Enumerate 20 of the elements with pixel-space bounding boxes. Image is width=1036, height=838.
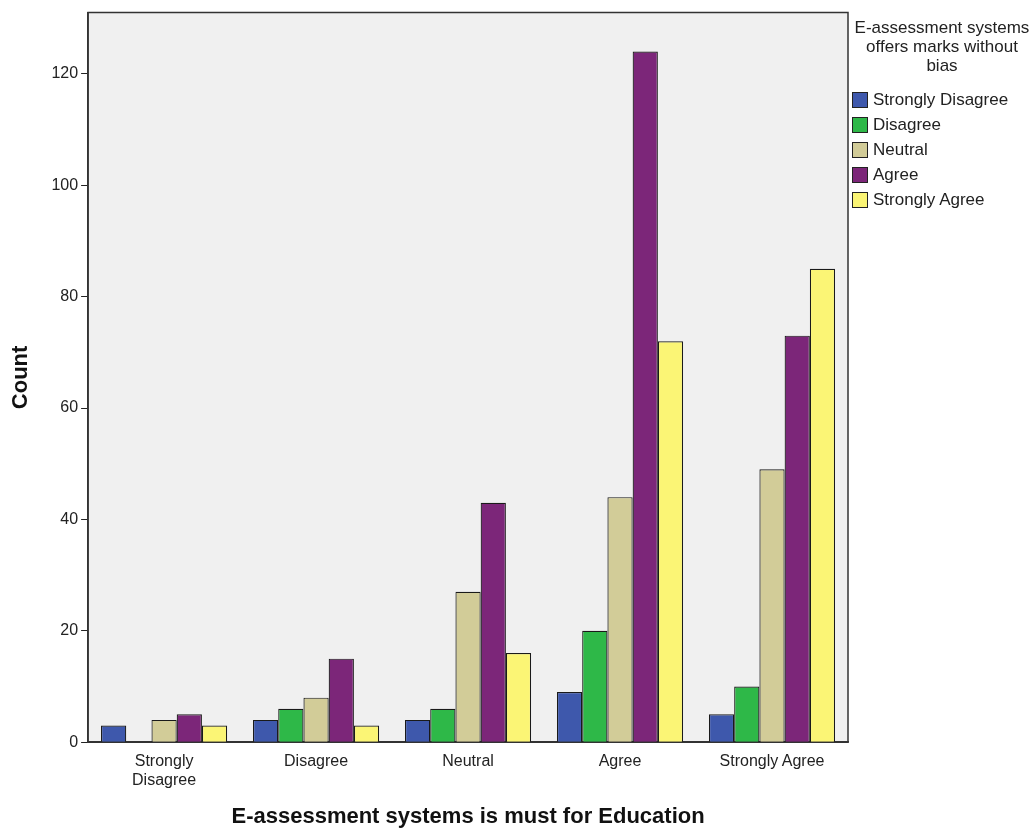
x-tick-label: Neutral xyxy=(442,752,494,770)
y-tick-label: 80 xyxy=(60,287,79,305)
x-tick-label: Strongly Disagree xyxy=(132,752,197,789)
y-tick-label: 0 xyxy=(69,732,79,750)
legend-label: Disagree xyxy=(873,114,942,135)
legend-label: Strongly Disagree xyxy=(873,89,1009,110)
x-axis-title: E-assessment systems is must for Education xyxy=(231,802,705,828)
x-tick-label: Agree xyxy=(598,752,642,770)
x-tick-label: Disagree xyxy=(284,752,349,770)
y-axis-title: Count xyxy=(7,344,33,410)
legend-label: Strongly Agree xyxy=(873,189,985,210)
legend-title: E-assessment systems offers marks without bias xyxy=(853,18,1031,75)
y-tick-label: 20 xyxy=(60,621,79,639)
y-tick-label: 120 xyxy=(51,64,79,82)
y-tick-label: 40 xyxy=(60,509,79,527)
legend-label: Agree xyxy=(873,164,919,185)
x-tick-label: Strongly Agree xyxy=(719,752,825,770)
legend-label: Neutral xyxy=(873,139,928,160)
y-tick-label: 100 xyxy=(51,175,79,193)
y-tick-label: 60 xyxy=(60,398,79,416)
